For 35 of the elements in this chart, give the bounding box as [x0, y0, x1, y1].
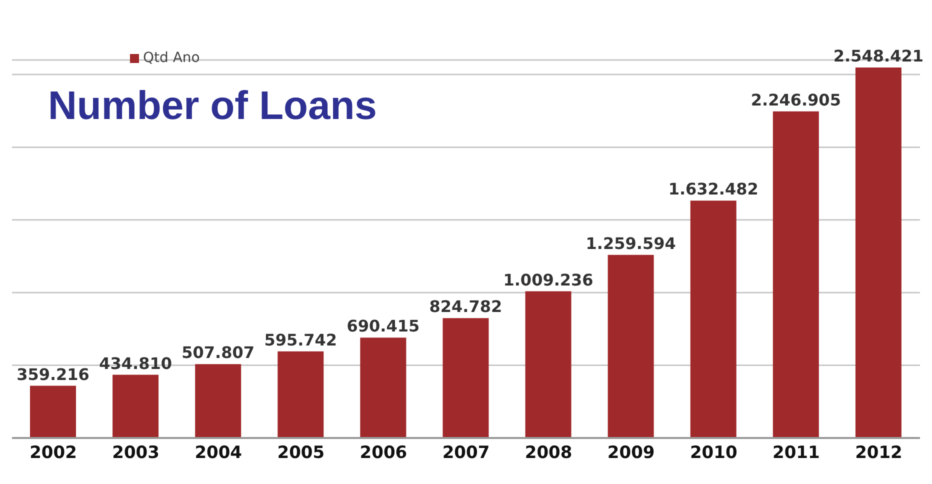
data-label: 2.246.905: [750, 90, 841, 110]
x-tick-label: 2008: [524, 443, 572, 464]
data-label: 1.009.236: [503, 270, 594, 290]
bar: [525, 291, 572, 438]
data-label: 824.782: [429, 297, 502, 316]
bar: [195, 364, 242, 438]
data-label: 690.415: [346, 316, 420, 336]
data-label: 507.807: [182, 343, 255, 362]
legend-label: Qtd Ano: [143, 50, 200, 66]
bar: [278, 351, 324, 438]
bar: [442, 318, 489, 438]
bar: [855, 68, 902, 438]
x-tick-label: 2009: [607, 443, 655, 464]
bar: [690, 200, 736, 438]
x-tick-label: 2012: [855, 443, 902, 464]
x-tick-label: 2007: [442, 443, 490, 464]
x-tick-label: 2003: [112, 443, 160, 464]
x-tick-label: 2006: [360, 443, 408, 464]
x-tick-label: 2004: [194, 443, 242, 464]
data-label: 434.810: [99, 354, 172, 373]
bar: [112, 374, 159, 438]
data-label: 1.632.482: [668, 180, 758, 199]
data-label: 595.742: [264, 330, 338, 350]
x-tick-label: 2011: [772, 443, 820, 464]
data-label: 1.259.594: [586, 234, 676, 253]
bar: [608, 254, 654, 438]
x-tick-label: 2002: [30, 443, 77, 464]
text: Number of Loans: [48, 84, 377, 129]
bar: [30, 386, 76, 438]
bar: [772, 111, 819, 438]
data-label: 359.216: [16, 364, 90, 384]
x-tick-label: 2005: [277, 443, 325, 464]
x-tick-label: 2010: [690, 443, 738, 464]
data-label: 2.548.421: [833, 46, 924, 66]
bar: [360, 338, 406, 438]
